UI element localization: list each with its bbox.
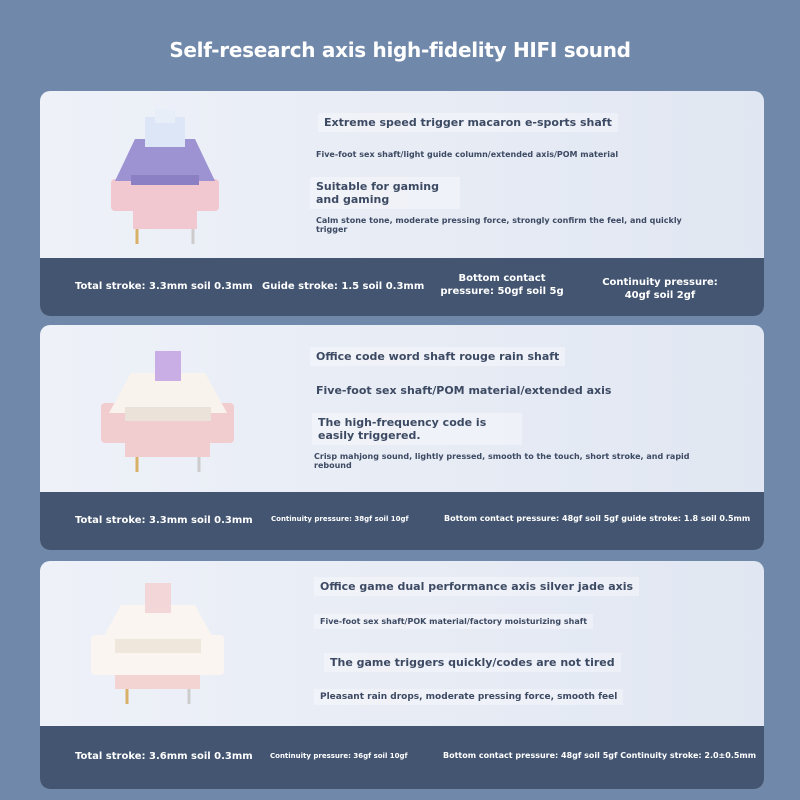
spec-bar: Total stroke: 3.6mm soil 0.3mm Continuit… <box>40 726 764 789</box>
switch-feature: Suitable for gaming and gaming <box>310 177 460 209</box>
switch-name: Office game dual performance axis silver… <box>314 577 640 596</box>
spec-bar: Total stroke: 3.3mm soil 0.3mm Continuit… <box>40 492 764 550</box>
page-title: Self-research axis high-fidelity HIFI so… <box>169 38 631 62</box>
switch-name: Extreme speed trigger macaron e-sports s… <box>318 113 618 132</box>
switch-sub: Five-foot sex shaft/POM material/extende… <box>316 384 612 397</box>
switch-sub: Five-foot sex shaft/POK material/factory… <box>314 614 594 629</box>
spec-guide-stroke: Guide stroke: 1.5 soil 0.3mm <box>262 281 425 292</box>
switch-feature: The high-frequency code is easily trigge… <box>312 413 522 445</box>
spec-bar: Total stroke: 3.3mm soil 0.3mm Guide str… <box>40 258 764 316</box>
switch-desc: Calm stone tone, moderate pressing force… <box>316 216 682 234</box>
spec-total-stroke: Total stroke: 3.6mm soil 0.3mm <box>75 751 253 762</box>
switch-card-3: Office game dual performance axis silver… <box>40 561 764 789</box>
switch-desc: Crisp mahjong sound, lightly pressed, sm… <box>314 452 690 470</box>
switch-image <box>111 109 219 244</box>
switch-image <box>91 583 224 704</box>
spec-total-stroke: Total stroke: 3.3mm soil 0.3mm <box>75 515 253 526</box>
spec-continuity-pressure: Continuity pressure: 40gf soil 2gf <box>602 277 718 301</box>
switch-card-2: Office code word shaft rouge rain shaft … <box>40 325 764 550</box>
spec-continuity-pressure: Continuity pressure: 38gf soil 10gf <box>271 515 409 523</box>
spec-bottom-pressure: Bottom contact pressure: 50gf soil 5g <box>440 273 564 297</box>
spec-continuity-pressure: Continuity pressure: 36gf soil 10gf <box>270 752 408 760</box>
spec-bottom-pressure: Bottom contact pressure: 48gf soil 5gf g… <box>444 514 751 523</box>
switch-image <box>101 351 234 472</box>
spec-bottom-pressure: Bottom contact pressure: 48gf soil 5gf C… <box>443 751 757 760</box>
switch-sub: Five-foot sex shaft/light guide column/e… <box>316 150 619 159</box>
spec-total-stroke: Total stroke: 3.3mm soil 0.3mm <box>75 281 253 292</box>
switch-name: Office code word shaft rouge rain shaft <box>310 347 566 366</box>
switch-desc: Pleasant rain drops, moderate pressing f… <box>314 689 624 705</box>
switch-card-1: Extreme speed trigger macaron e-sports s… <box>40 91 764 316</box>
switch-feature: The game triggers quickly/codes are not … <box>324 653 621 672</box>
